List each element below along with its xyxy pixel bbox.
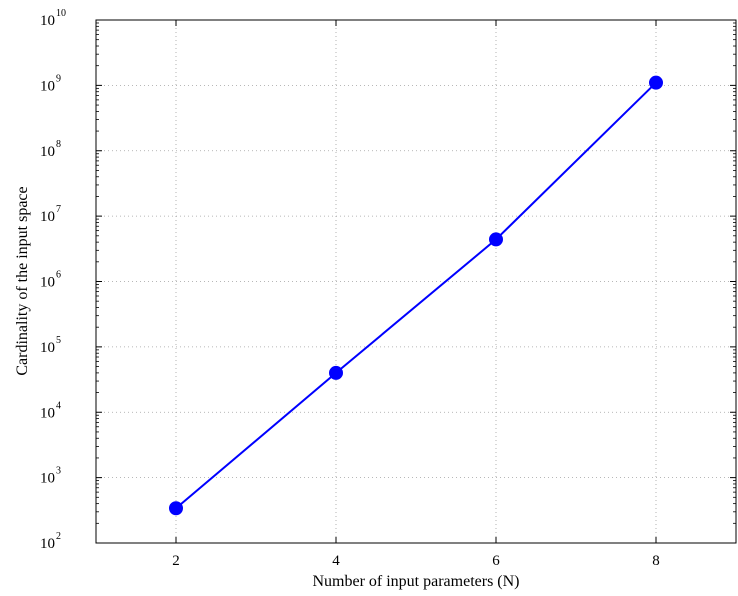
- y-tick-label-exponent: 3: [56, 466, 61, 477]
- y-tick-label-exponent: 10: [56, 8, 66, 19]
- data-point: [169, 501, 183, 516]
- y-tick-label-base: 10: [40, 275, 55, 291]
- data-point: [329, 365, 343, 380]
- y-tick-label: 10 6: [40, 270, 61, 291]
- y-tick-label-base: 10: [40, 405, 55, 421]
- y-tick-label-exponent: 7: [56, 204, 61, 215]
- grid-lines: [96, 20, 736, 543]
- y-tick-label-base: 10: [40, 78, 55, 94]
- y-tick-label-base: 10: [40, 209, 55, 225]
- y-tick-label-base: 10: [40, 536, 55, 552]
- y-tick-label: 10 2: [40, 531, 61, 552]
- y-tick-label: 10 4: [40, 400, 61, 421]
- y-tick-label-base: 10: [40, 340, 55, 356]
- plot-area-border: [95, 19, 737, 544]
- x-tick-label: 8: [652, 553, 660, 569]
- x-tick-label: 2: [172, 553, 180, 569]
- y-axis-label: Cardinality of the input space: [14, 186, 31, 375]
- data-point: [649, 75, 663, 90]
- y-tick-label-exponent: 9: [56, 73, 61, 84]
- y-tick-label-base: 10: [40, 471, 55, 487]
- y-tick-label: 10 8: [40, 139, 61, 160]
- series-layer: [169, 75, 663, 516]
- y-tick-label-base: 10: [40, 144, 55, 160]
- y-tick-label: 10 10: [40, 8, 66, 29]
- y-tick-label-exponent: 4: [56, 400, 61, 411]
- y-tick-label-exponent: 2: [56, 531, 61, 542]
- x-tick-label: 6: [492, 553, 500, 569]
- y-tick-label: 10 3: [40, 466, 61, 487]
- y-tick-label-exponent: 5: [56, 335, 61, 346]
- x-tick-label: 4: [332, 553, 340, 569]
- y-tick-label-exponent: 6: [56, 270, 61, 281]
- y-tick-label-exponent: 8: [56, 139, 61, 150]
- y-tick-label: 10 5: [40, 335, 61, 356]
- x-axis-label: Number of input parameters (N): [312, 573, 519, 590]
- y-tick-label-base: 10: [40, 13, 55, 29]
- series-line: [175, 81, 657, 510]
- y-tick-label: 10 9: [40, 73, 61, 94]
- data-point: [489, 232, 503, 247]
- y-tick-label: 10 7: [40, 204, 61, 225]
